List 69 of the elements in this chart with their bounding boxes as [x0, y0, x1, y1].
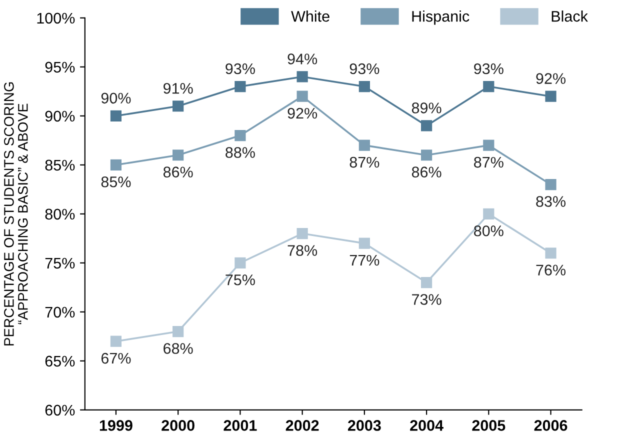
legend-label: Black — [552, 10, 588, 22]
x-tick-label: 2004 — [410, 420, 444, 431]
data-label: 90% — [101, 92, 131, 104]
data-label: 86% — [163, 166, 193, 178]
x-tick-label: 2003 — [348, 420, 381, 431]
point — [110, 336, 122, 347]
point — [420, 150, 432, 161]
point — [483, 140, 494, 151]
data-label: 76% — [536, 264, 566, 276]
data-label: 75% — [226, 274, 255, 286]
point — [483, 208, 494, 220]
data-label: 93% — [350, 63, 380, 74]
x-tick-label: 1999 — [100, 420, 132, 431]
legend-label: White — [291, 10, 330, 22]
x-tick-label: 2002 — [286, 420, 319, 431]
point — [483, 80, 494, 92]
point — [545, 90, 556, 102]
y-tick-label: 85% — [45, 160, 75, 171]
point — [545, 178, 556, 190]
data-label: 77% — [350, 254, 380, 266]
point — [172, 326, 184, 338]
point — [110, 159, 122, 170]
data-label: 94% — [288, 54, 318, 64]
data-label: 92% — [536, 73, 566, 84]
point — [172, 100, 184, 112]
x-tick-label: 2005 — [472, 420, 506, 431]
point — [172, 150, 184, 161]
data-label: 92% — [288, 108, 318, 119]
x-tick-label: 2000 — [162, 420, 194, 431]
data-label: 78% — [288, 245, 318, 256]
data-label: 86% — [412, 166, 442, 178]
data-label: 89% — [412, 102, 442, 114]
y-tick-label: 80% — [45, 208, 75, 220]
data-label: 83% — [536, 196, 566, 207]
data-label: 93% — [226, 63, 255, 74]
y-tick-label: 70% — [45, 306, 75, 318]
point — [545, 248, 556, 259]
data-label: 88% — [226, 147, 255, 158]
y-tick-label: 60% — [45, 404, 75, 416]
data-label: 85% — [101, 176, 131, 188]
point — [110, 110, 122, 122]
data-label: 80% — [474, 225, 504, 236]
point — [296, 228, 308, 240]
y-tick-label: 65% — [45, 356, 75, 367]
point — [358, 238, 370, 249]
x-tick-label: 2001 — [224, 420, 257, 431]
point — [296, 71, 308, 82]
data-label: 91% — [164, 82, 193, 94]
data-label: 87% — [350, 156, 380, 168]
y-tick-label: 90% — [45, 110, 75, 122]
y-tick-label: 100% — [37, 12, 75, 24]
y-axis-title: PERCENTAGE OF STUDENTS SCORING “APPROACHING BASIC” & ABOVE — [4, 82, 28, 346]
point — [420, 276, 432, 288]
point — [358, 80, 370, 92]
data-label: 67% — [101, 352, 131, 364]
legend-label: Hispanic — [412, 10, 470, 25]
x-tick-label: 2006 — [534, 420, 568, 431]
point — [234, 80, 246, 92]
point — [234, 130, 246, 142]
point — [358, 140, 370, 151]
point — [234, 257, 246, 268]
y-tick-label: 95% — [45, 62, 75, 73]
data-label: 68% — [164, 343, 193, 354]
data-label: 73% — [412, 294, 442, 305]
data-label: 93% — [474, 63, 504, 74]
y-tick-label: 75% — [45, 258, 75, 269]
point — [296, 90, 308, 102]
data-label: 87% — [474, 156, 504, 168]
point — [420, 120, 432, 132]
